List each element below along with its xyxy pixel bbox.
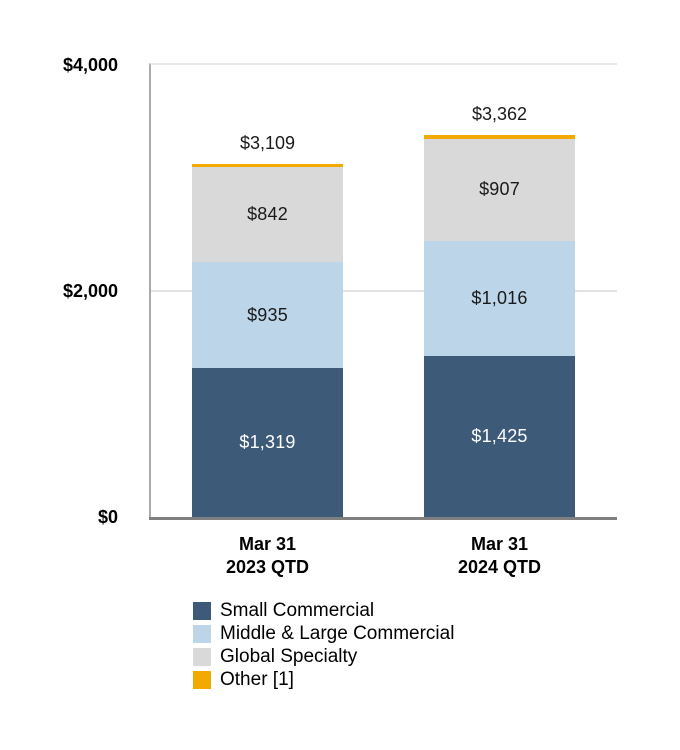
bar-segment-middle-large-commercial: $1,016 xyxy=(424,241,575,356)
bar-segment-small-commercial: $1,425 xyxy=(424,355,575,517)
legend-swatch-icon xyxy=(193,601,211,620)
bar-segment-value-label: $1,319 xyxy=(239,431,296,452)
legend-label: Other [1] xyxy=(220,668,294,690)
bar-2023-qtd: $1,319 $935 $842 $3,109 xyxy=(192,133,343,517)
y-axis-tick-label: $0 xyxy=(97,507,118,527)
gridline-2000 xyxy=(151,290,617,292)
plot-area: $1,319 $935 $842 $3,109 $1,425 $1,016 $907 $3,3… xyxy=(149,63,617,520)
legend-item-small-commercial: Small Commercial xyxy=(193,599,454,622)
x-axis-category-line1: Mar 31 xyxy=(470,534,529,554)
bar-total-label: $3,109 xyxy=(239,132,296,153)
legend-item-global-specialty: Global Specialty xyxy=(193,645,454,668)
bar-segment-value-label: $907 xyxy=(479,179,520,200)
legend-swatch-icon xyxy=(193,670,211,689)
legend-item-middle-large-commercial: Middle & Large Commercial xyxy=(193,622,454,645)
legend-swatch-icon xyxy=(193,647,211,666)
x-axis-category-line2: 2023 QTD xyxy=(225,557,310,577)
x-axis-category-label: Mar 31 2023 QTD xyxy=(192,533,343,579)
legend-label: Small Commercial xyxy=(220,599,375,621)
bar-segment-global-specialty: $907 xyxy=(424,138,575,242)
legend-label: Global Specialty xyxy=(220,645,358,667)
bar-segment-small-commercial: $1,319 xyxy=(192,367,343,517)
y-axis-tick-label: $2,000 xyxy=(62,281,118,301)
bar-segment-other-1 xyxy=(424,135,575,139)
legend-label: Middle & Large Commercial xyxy=(220,622,455,644)
bar-segment-global-specialty: $842 xyxy=(192,167,343,263)
x-axis-line xyxy=(149,517,617,520)
x-axis-category-line2: 2024 QTD xyxy=(457,557,542,577)
legend: Small Commercial Middle & Large Commercia… xyxy=(193,599,454,691)
bar-2024-qtd: $1,425 $1,016 $907 $3,362 xyxy=(424,104,575,517)
legend-swatch-icon xyxy=(193,624,211,643)
x-axis-category-line1: Mar 31 xyxy=(238,534,297,554)
bar-segment-value-label: $1,425 xyxy=(471,425,528,446)
bar-segment-value-label: $1,016 xyxy=(471,288,528,309)
bar-total-label: $3,362 xyxy=(471,104,528,125)
bar-segment-value-label: $935 xyxy=(247,304,288,325)
bar-segment-middle-large-commercial: $935 xyxy=(192,262,343,368)
y-axis-tick-label: $4,000 xyxy=(62,55,118,75)
x-axis-category-label: Mar 31 2024 QTD xyxy=(424,533,575,579)
legend-item-other-1: Other [1] xyxy=(193,668,454,691)
bar-segment-other-1 xyxy=(192,163,343,168)
bar-segment-value-label: $842 xyxy=(247,204,288,225)
